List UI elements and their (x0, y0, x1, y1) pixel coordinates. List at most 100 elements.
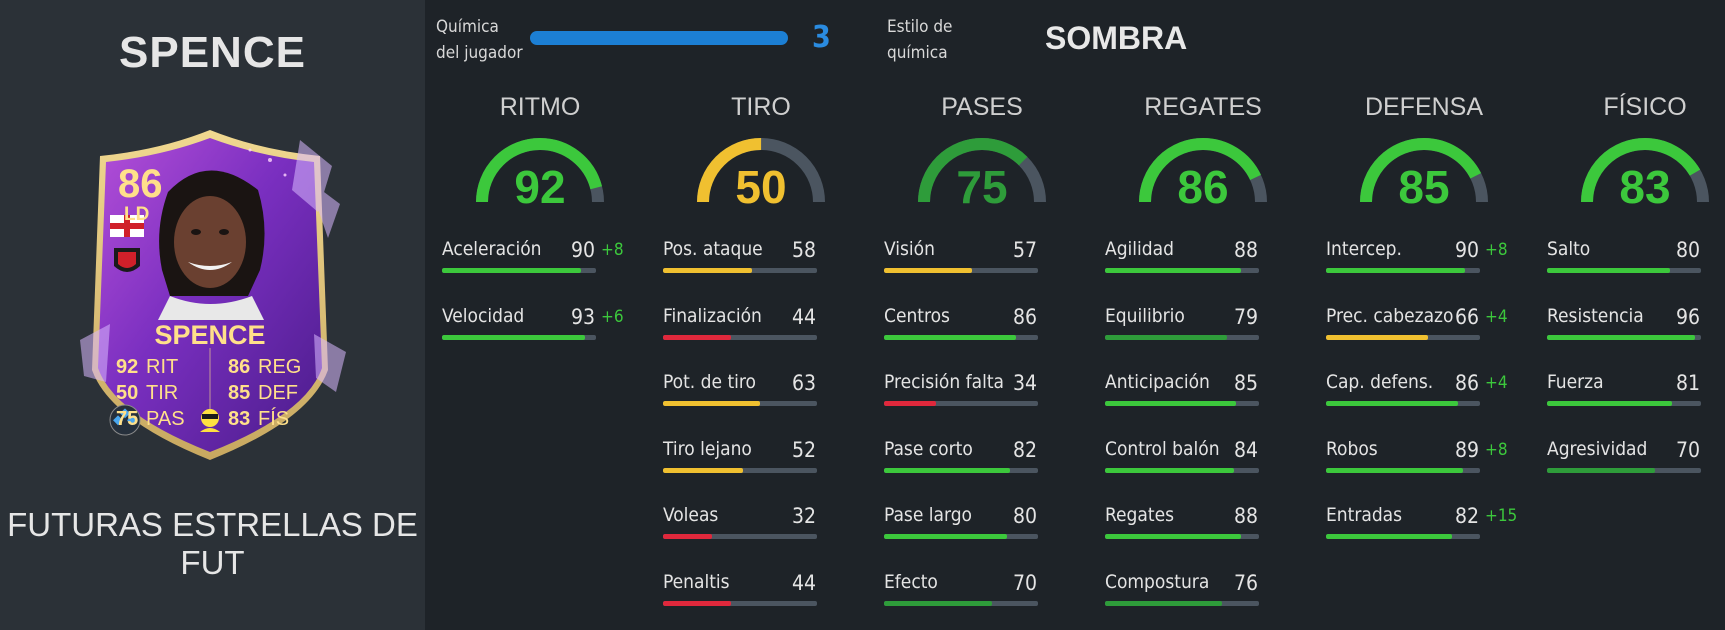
stat-bar (884, 334, 1038, 340)
stat-row: Equilibrio 79 (1103, 305, 1303, 345)
stat-bar-fill (1326, 467, 1464, 473)
stat-row: Centros 86 (882, 305, 1082, 345)
stat-bonus: +15 (1485, 506, 1518, 526)
stat-bar-fill (442, 334, 586, 340)
stat-bar (1326, 534, 1480, 539)
stat-value: 88 (1233, 238, 1258, 262)
stat-bar-fill (1547, 401, 1672, 406)
card-stat: 85 DEF (228, 382, 298, 404)
stat-bar-fill (884, 467, 1011, 473)
gauge-fill (476, 138, 604, 203)
stat-value: 70 (1675, 437, 1700, 462)
stat-bar (1105, 467, 1259, 473)
stat-name: Intercep. (1326, 238, 1402, 260)
stat-bonus: +8 (1485, 240, 1508, 260)
stat-value: 82 (1454, 504, 1479, 528)
stat-name: Fuerza (1547, 371, 1604, 393)
stat-value: 85 (1233, 371, 1258, 395)
stat-value: 90 (1454, 238, 1479, 262)
england-flag-icon (110, 215, 144, 237)
card-position: LD (124, 204, 150, 225)
stat-bar (663, 401, 817, 406)
card-stat: 75 PAS (116, 408, 185, 430)
stat-row: Visión 57 (882, 238, 1082, 278)
player-card[interactable]: 86 LD SPENCE 92 RIT 50 TIR 75 PAS 86 REG 85 D… (70, 120, 350, 475)
gauge-fill (918, 138, 1046, 203)
stat-value: 70 (1012, 570, 1037, 595)
stat-bonus: +4 (1485, 373, 1508, 393)
stat-name: Regates (1105, 504, 1174, 526)
stat-value: 80 (1675, 238, 1700, 262)
stat-name: Finalización (663, 304, 762, 327)
card-stat: 83 FÍS (228, 408, 290, 430)
stat-bar (884, 534, 1038, 539)
stat-row: Agresividad 70 (1545, 438, 1725, 478)
stat-bar (1105, 401, 1259, 406)
category-title: RITMO (499, 93, 581, 121)
stat-bar-fill (1326, 401, 1459, 406)
stat-value: 82 (1012, 437, 1037, 462)
category-value: 83 (1619, 161, 1671, 213)
stat-bar (1547, 401, 1701, 406)
stat-bar (884, 268, 1038, 273)
stat-bonus: +8 (1485, 439, 1508, 460)
stat-bar (1326, 467, 1480, 473)
stat-name: Pase largo (884, 504, 973, 526)
stat-bar (442, 268, 596, 273)
gauge-fill (1139, 138, 1267, 203)
player-photo (158, 170, 265, 320)
stat-bar (1326, 268, 1480, 273)
stat-name: Precisión falta (884, 371, 1005, 393)
stat-bar (884, 467, 1038, 473)
stat-value: 44 (791, 304, 816, 329)
gauge-fill (697, 138, 825, 203)
stat-value: 57 (1012, 238, 1037, 262)
category-value: 92 (514, 161, 566, 213)
stat-bar (663, 600, 817, 606)
stat-name: Agilidad (1105, 238, 1174, 260)
chem-style-value: SOMBRA (1045, 20, 1188, 56)
category-title: TIRO (731, 93, 791, 121)
stat-bar (1105, 534, 1259, 539)
stat-bar-fill (884, 534, 1008, 539)
stat-value: 80 (1012, 504, 1037, 528)
stat-value: 79 (1233, 304, 1258, 329)
stat-row: Compostura 76 (1103, 571, 1303, 611)
stat-value: 86 (1012, 304, 1037, 329)
stat-bar-fill (1547, 334, 1695, 340)
stat-value: 88 (1233, 504, 1258, 528)
stat-bar-fill (884, 600, 992, 606)
stat-bar (663, 467, 817, 473)
stat-bar-fill (884, 334, 1017, 340)
stat-bar-fill (884, 401, 937, 406)
stat-bar-fill (442, 268, 581, 273)
stat-row: Finalización 44 (661, 305, 861, 345)
chemistry-value: 3 (812, 20, 831, 55)
stat-row: Voleas 32 (661, 504, 861, 544)
stat-value: 89 (1454, 437, 1479, 462)
category-value: 50 (735, 161, 787, 213)
category-title: PASES (941, 93, 1023, 121)
stat-row: Efecto 70 (882, 571, 1082, 611)
stat-bar-fill (1105, 534, 1241, 539)
category-gauge: 50 (691, 132, 831, 214)
stat-bar-fill (663, 334, 731, 340)
stat-row: Penaltis 44 (661, 571, 861, 611)
stat-bar (1547, 467, 1701, 473)
stat-value: 34 (1012, 371, 1037, 395)
stat-name: Prec. cabezazo (1326, 304, 1454, 327)
stat-bar (1105, 268, 1259, 273)
stat-value: 81 (1675, 371, 1700, 395)
category-value: 75 (956, 161, 1008, 213)
stat-name: Pot. de tiro (663, 371, 756, 393)
stat-bar-fill (1105, 467, 1235, 473)
card-stat: 50 TIR (116, 382, 179, 404)
stat-bar-fill (884, 268, 972, 273)
stat-bar-fill (1105, 401, 1236, 406)
stat-bar-fill (1105, 600, 1223, 606)
stat-name: Tiro lejano (663, 437, 752, 460)
stat-row: Tiro lejano 52 (661, 438, 861, 478)
stat-bar (1326, 334, 1480, 340)
stat-name: Visión (884, 238, 935, 260)
stat-bar (1105, 334, 1259, 340)
